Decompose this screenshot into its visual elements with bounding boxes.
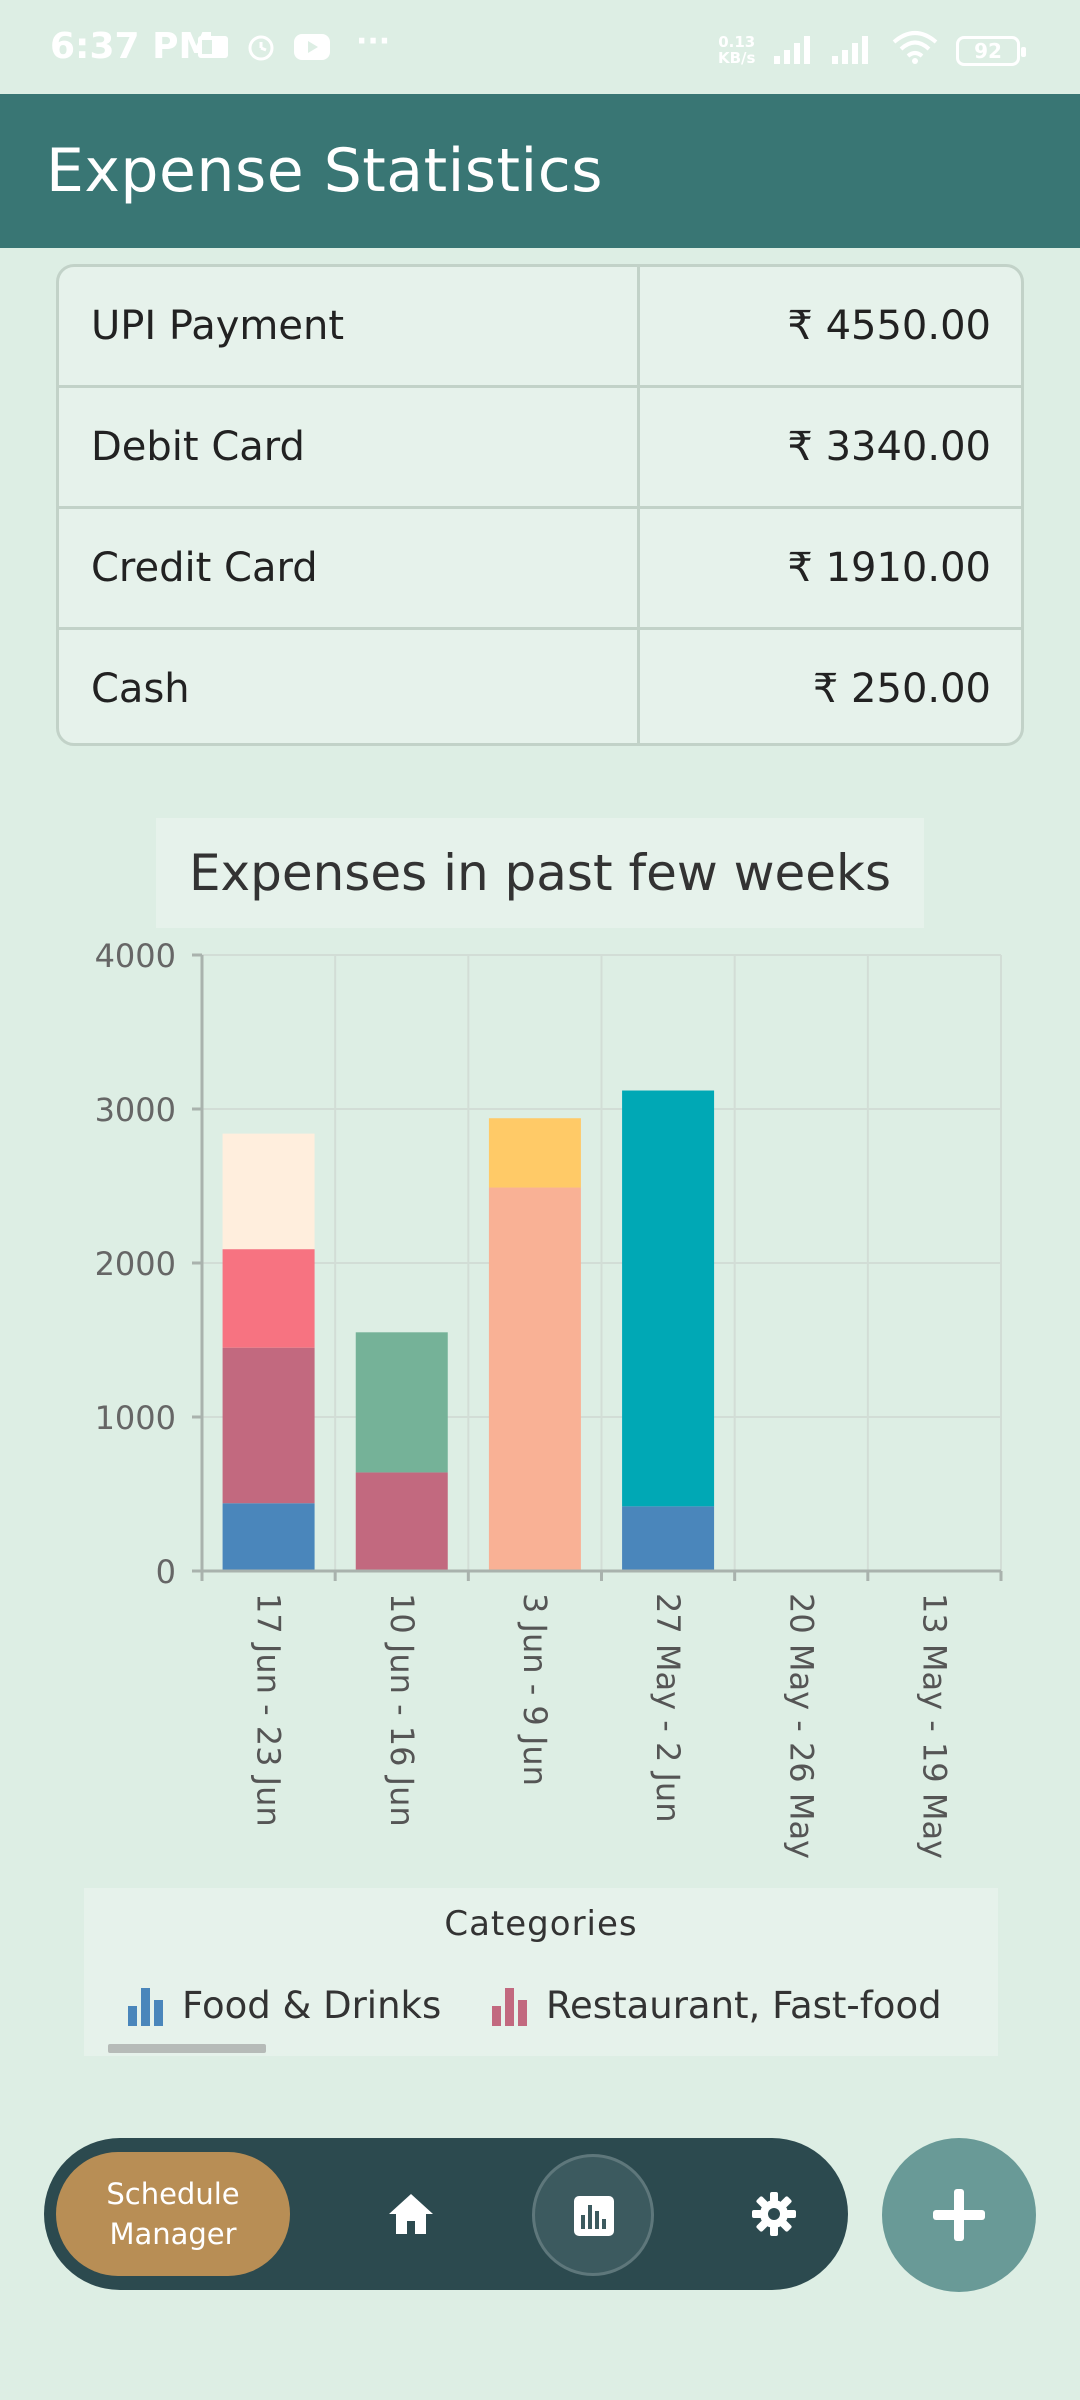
- status-bar: 6:37 PM ··· 0.13 KB/s: [0, 0, 1080, 94]
- bar-segment[interactable]: [355, 1332, 448, 1473]
- plus-icon: [933, 2189, 985, 2241]
- bar-segment[interactable]: [222, 1503, 315, 1571]
- home-icon[interactable]: [386, 2190, 436, 2238]
- expense-bar-chart[interactable]: 0 1000 2000 3000 4000 17 Jun - 23 Jun 10 Jun -…: [0, 930, 1080, 1880]
- wifi-icon: [892, 31, 938, 64]
- payment-amount: ₹ 1910.00: [787, 545, 991, 591]
- column-divider: [637, 388, 640, 506]
- chart-title: Expenses in past few weeks: [188, 844, 892, 902]
- battery-indicator: 92: [956, 36, 1026, 66]
- table-row: Debit Card ₹ 3340.00: [59, 388, 1021, 509]
- x-tick-label: 17 Jun - 23 Jun: [250, 1593, 288, 1827]
- payment-methods-table: UPI Payment ₹ 4550.00 Debit Card ₹ 3340.…: [56, 264, 1024, 746]
- chart-title-box: Expenses in past few weeks: [156, 818, 924, 928]
- payment-method-label: Credit Card: [91, 545, 318, 591]
- bar-segment[interactable]: [622, 1506, 715, 1571]
- x-tick-label: 27 May - 2 Jun: [649, 1593, 687, 1822]
- bar-chart-icon: [128, 1988, 163, 2026]
- app-bar: Expense Statistics: [0, 94, 1080, 248]
- bottom-navigation: Schedule Manager: [44, 2138, 848, 2290]
- bar-segment[interactable]: [222, 1133, 315, 1250]
- net-speed-value: 0.13: [718, 33, 756, 51]
- x-tick-label: 20 May - 26 May: [782, 1593, 820, 1859]
- more-notifications-icon: ···: [356, 24, 391, 59]
- y-tick-label: 0: [156, 1553, 176, 1591]
- x-tick-label: 13 May - 19 May: [915, 1593, 953, 1859]
- payment-amount: ₹ 250.00: [812, 666, 991, 712]
- table-row: Cash ₹ 250.00: [59, 630, 1021, 743]
- bar-segment[interactable]: [488, 1118, 581, 1188]
- net-speed-unit: KB/s: [718, 49, 756, 67]
- payment-amount: ₹ 4550.00: [787, 303, 991, 349]
- payment-method-label: UPI Payment: [91, 303, 345, 349]
- status-time: 6:37 PM: [50, 26, 215, 67]
- statistics-nav-button[interactable]: [532, 2154, 654, 2276]
- table-row: UPI Payment ₹ 4550.00: [59, 267, 1021, 388]
- page-title: Expense Statistics: [46, 136, 603, 206]
- add-expense-button[interactable]: [882, 2138, 1036, 2292]
- network-speed: 0.13 KB/s: [718, 34, 755, 66]
- legend-title: Categories: [444, 1904, 638, 1944]
- y-tick-label: 2000: [95, 1245, 176, 1283]
- column-divider: [637, 630, 640, 743]
- signal-icon-2: [832, 36, 868, 64]
- bar-segment[interactable]: [222, 1347, 315, 1504]
- gear-icon[interactable]: [750, 2190, 798, 2238]
- column-divider: [637, 267, 640, 385]
- bar-segment[interactable]: [622, 1090, 715, 1507]
- x-tick-label: 10 Jun - 16 Jun: [383, 1593, 421, 1827]
- schedule-label-line2: Manager: [109, 2217, 237, 2251]
- bar-chart-icon: [492, 1988, 527, 2026]
- chart-legend[interactable]: Categories Food & Drinks Restaurant, Fas…: [84, 1888, 998, 2056]
- bar-segment[interactable]: [488, 1187, 581, 1571]
- legend-label: Restaurant, Fast-food: [546, 1984, 942, 2027]
- payment-amount: ₹ 3340.00: [787, 424, 991, 470]
- schedule-label-line1: Schedule: [106, 2177, 240, 2211]
- table-row: Credit Card ₹ 1910.00: [59, 509, 1021, 630]
- youtube-icon: [294, 34, 330, 60]
- column-divider: [637, 509, 640, 627]
- legend-scrollbar[interactable]: [108, 2044, 266, 2053]
- payment-method-label: Debit Card: [91, 424, 305, 470]
- outlook-icon: [198, 36, 228, 58]
- bar-segment[interactable]: [355, 1472, 448, 1571]
- y-tick-label: 4000: [95, 937, 176, 975]
- y-tick-label: 3000: [95, 1091, 176, 1129]
- legend-label: Food & Drinks: [182, 1984, 442, 2027]
- bar-segment[interactable]: [222, 1249, 315, 1348]
- alarm-icon: [248, 35, 274, 61]
- bar-chart-icon: [574, 2196, 614, 2236]
- y-tick-label: 1000: [95, 1399, 176, 1437]
- schedule-manager-button[interactable]: Schedule Manager: [56, 2152, 290, 2276]
- x-tick-label: 3 Jun - 9 Jun: [516, 1593, 554, 1786]
- signal-icon: [774, 36, 810, 64]
- payment-method-label: Cash: [91, 666, 190, 712]
